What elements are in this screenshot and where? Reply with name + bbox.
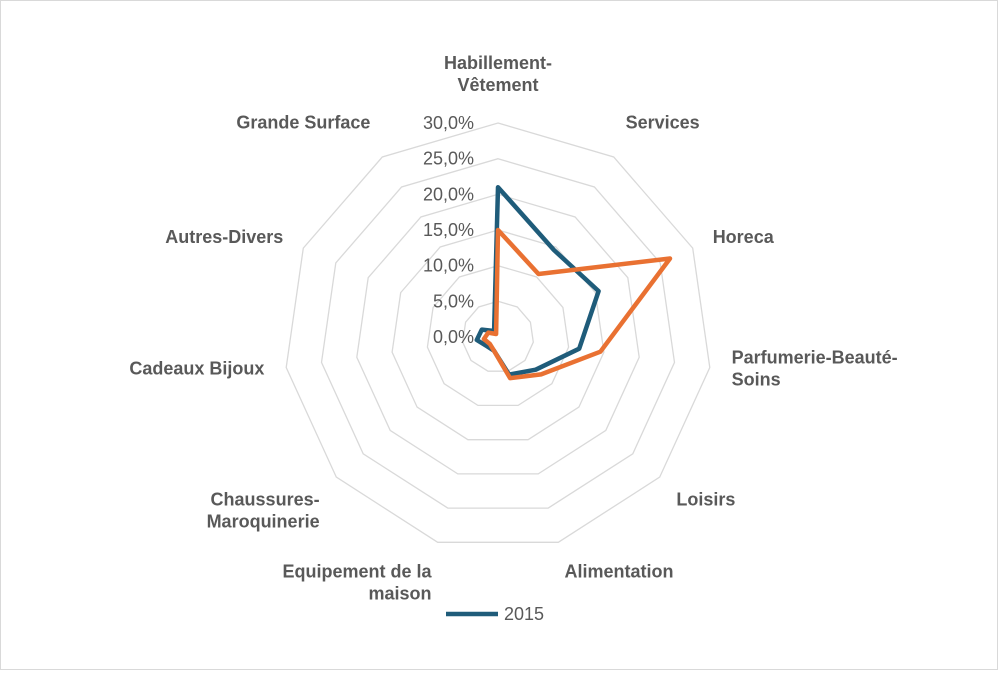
grid-ring <box>356 193 640 475</box>
tick-label: 30,0% <box>423 113 474 133</box>
grid-ring <box>426 265 570 407</box>
category-label: Alimentation <box>565 561 674 581</box>
category-labels: Habillement-Vêtement Services Horeca Parfum… <box>129 53 897 603</box>
tick-label: 0,0% <box>433 327 474 347</box>
category-label: Loisirs <box>676 490 735 510</box>
tick-label: 20,0% <box>423 184 474 204</box>
legend-label: 2015 <box>504 604 544 624</box>
category-label: Chaussures-Maroquinerie <box>207 490 320 532</box>
category-label: Grande Surface <box>236 113 370 133</box>
category-label: Cadeaux Bijoux <box>129 359 264 379</box>
grid-ring <box>462 300 534 372</box>
category-label: Equipement de la maison <box>282 561 432 603</box>
grid-ring <box>285 122 711 543</box>
legend: 2015 <box>446 604 544 624</box>
radar-series <box>474 184 673 381</box>
category-label: Habillement-Vêtement <box>444 53 552 95</box>
category-label: Services <box>626 113 700 133</box>
tick-label: 5,0% <box>433 291 474 311</box>
category-label: Parfumerie-Beauté-Soins <box>732 348 898 390</box>
series-line-series-2 <box>481 227 673 381</box>
category-label: Horeca <box>713 227 775 247</box>
category-label: Autres-Divers <box>165 227 283 247</box>
tick-label: 10,0% <box>423 256 474 276</box>
tick-label: 25,0% <box>423 149 474 169</box>
tick-label: 15,0% <box>423 220 474 240</box>
radial-tick-labels: 0,0% 5,0% 10,0% 15,0% 20,0% 25,0% 30,0% <box>423 113 474 347</box>
grid-ring <box>320 158 676 509</box>
